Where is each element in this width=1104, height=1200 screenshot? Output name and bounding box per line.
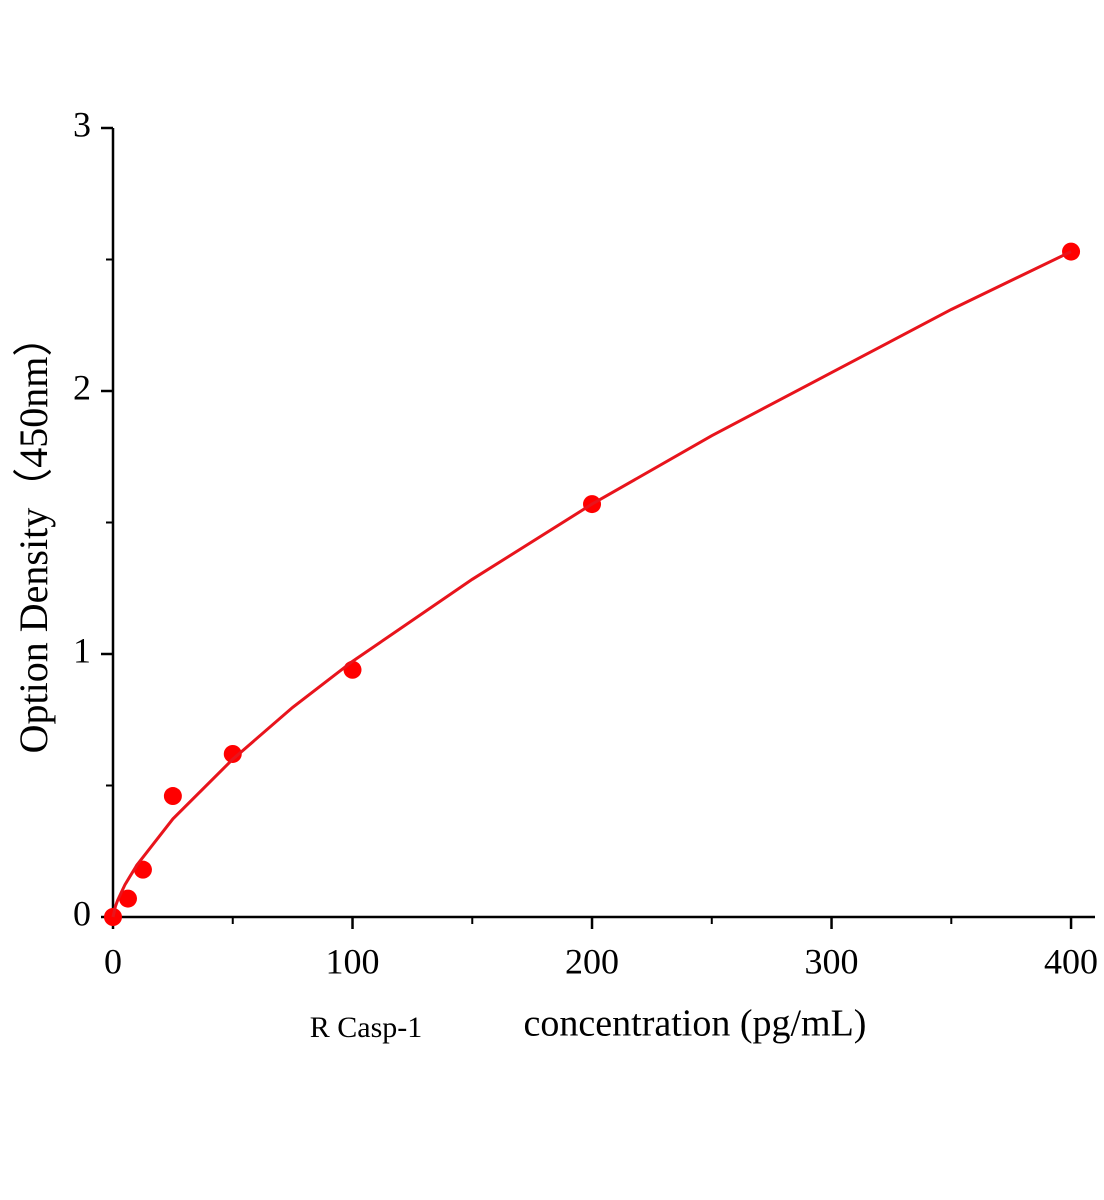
x-axis-label-prefix: R Casp-1 — [310, 1011, 423, 1044]
x-tick-label: 100 — [326, 941, 380, 981]
data-point — [343, 660, 362, 679]
y-tick-label: 2 — [73, 367, 91, 407]
y-tick-label: 0 — [73, 893, 91, 933]
x-axis-label: concentration (pg/mL) — [524, 1003, 867, 1045]
y-tick-label: 1 — [73, 630, 91, 670]
y-tick-label: 3 — [73, 104, 91, 144]
fit-curve — [111, 250, 1072, 918]
y-axis-label: Option Density（450nm） — [11, 317, 56, 754]
data-point — [163, 787, 182, 806]
data-point — [118, 889, 137, 908]
x-tick-label: 400 — [1044, 941, 1098, 981]
x-tick-label: 0 — [104, 941, 122, 981]
data-point — [223, 744, 242, 763]
x-tick-label: 200 — [565, 941, 619, 981]
x-tick-label: 300 — [805, 941, 859, 981]
